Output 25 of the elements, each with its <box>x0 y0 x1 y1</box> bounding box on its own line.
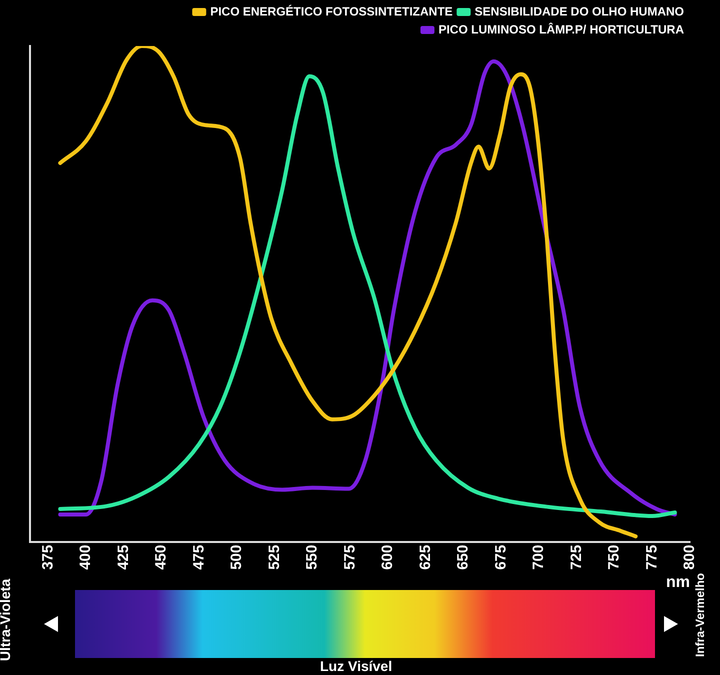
x-tick-label: 450 <box>152 544 170 570</box>
x-tick-label: 425 <box>114 544 132 570</box>
x-tick-label: 400 <box>77 544 94 570</box>
x-axis-title: nm <box>666 574 690 591</box>
text: Luz Visível <box>320 658 392 674</box>
x-tick-label: 700 <box>530 544 548 570</box>
x-tick-label: 600 <box>379 544 396 570</box>
legend-label: PICO ENERGÉTICO FOTOSSINTETIZANTE <box>210 4 453 18</box>
x-tick-label: 375 <box>39 544 56 570</box>
x-tick-label: 475 <box>190 544 208 570</box>
x-tick-label: 750 <box>606 544 623 570</box>
x-tick-label: 625 <box>416 544 434 570</box>
x-tick-label: 500 <box>228 544 246 570</box>
x-tick-label: 550 <box>304 544 321 570</box>
x-tick-label: 675 <box>492 544 510 570</box>
x-tick-label: 775 <box>643 544 660 570</box>
x-tick-label: 525 <box>266 544 283 570</box>
x-tick-label: 800 <box>681 544 698 570</box>
x-tick-label: 575 <box>341 544 358 570</box>
x-tick-label: 650 <box>454 544 472 570</box>
legend-label: SENSIBILIDADE DO OLHO HUMANO <box>474 4 684 18</box>
text: Ultra-Violeta <box>0 578 14 662</box>
text: Infra-Vermelho <box>693 572 708 658</box>
x-tick-label: 725 <box>568 544 585 570</box>
legend-label: PICO LUMINOSO LÂMP.P/ HORTICULTURA <box>438 22 684 36</box>
